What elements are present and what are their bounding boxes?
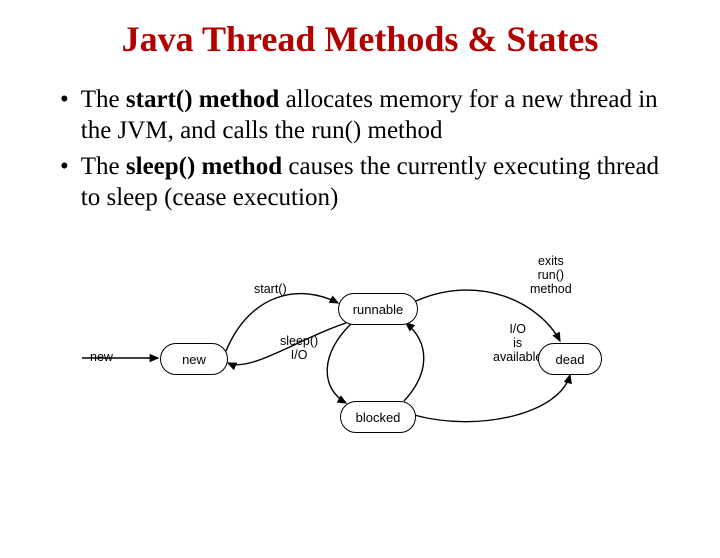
edge-label-exits: exitsrun()method [530, 255, 572, 296]
bullet-bold: sleep() method [126, 153, 282, 180]
slide-title: Java Thread Methods & States [0, 18, 720, 60]
edge-label-sleepIO: sleep()I/O [280, 335, 318, 363]
edge-b2r [404, 323, 424, 401]
bullet-pre: The [81, 153, 126, 180]
state-runnable: runnable [338, 293, 418, 325]
state-diagram: new start() sleep()I/O exitsrun()method I/Oi… [0, 243, 720, 473]
bullet-mark: • [60, 151, 69, 214]
edge-label-start: start() [254, 283, 287, 297]
state-dead: dead [538, 343, 602, 375]
state-new: new [160, 343, 228, 375]
bullet-text: The start() method allocates memory for … [81, 84, 672, 147]
edge-label-ioavail: I/Oisavailable [493, 323, 542, 364]
bullet-item: • The sleep() method causes the currentl… [60, 151, 672, 214]
bullet-item: • The start() method allocates memory fo… [60, 84, 672, 147]
bullet-text: The sleep() method causes the currently … [81, 151, 672, 214]
bullet-mark: • [60, 84, 69, 147]
bullet-pre: The [81, 86, 126, 113]
state-blocked: blocked [340, 401, 416, 433]
edge-r2b [327, 323, 352, 403]
edge-label-create: new [90, 351, 113, 365]
bullet-bold: start() method [126, 86, 279, 113]
edge-ioavail [414, 375, 570, 422]
bullet-list: • The start() method allocates memory fo… [60, 84, 672, 213]
